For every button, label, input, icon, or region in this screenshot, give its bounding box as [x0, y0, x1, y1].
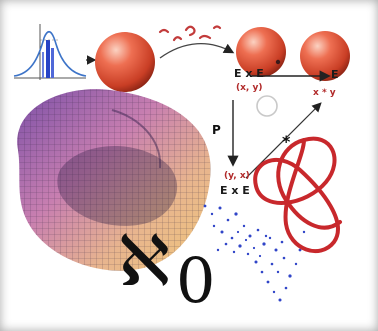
distribution-plot-icon [13, 24, 87, 80]
pair-yx-label: (y, x) [224, 171, 250, 181]
sphere-icon [95, 32, 155, 92]
pair-xy-label: (x, y) [236, 83, 263, 93]
sphere-icon [236, 27, 286, 77]
trefoil-knot-icon [253, 136, 342, 254]
star-label: * [282, 132, 291, 151]
aleph-symbol: ℵ [118, 220, 171, 302]
sphere-icon [300, 31, 350, 81]
scatter-cloud-icon [203, 204, 306, 302]
exe-top-label: E x E [234, 67, 264, 80]
exe-bottom-label: E x E [220, 184, 250, 197]
p-label: P [212, 123, 221, 137]
torus-surface-icon [17, 89, 211, 271]
circle-outline-icon [256, 95, 278, 117]
curved-arrow-icon [159, 42, 235, 59]
red-squiggle-marks [158, 25, 222, 42]
x-star-y-label: x * y [313, 88, 336, 98]
zero-symbol: 0 [176, 244, 216, 317]
dot-marker [275, 59, 281, 65]
e-label: E [331, 68, 339, 81]
